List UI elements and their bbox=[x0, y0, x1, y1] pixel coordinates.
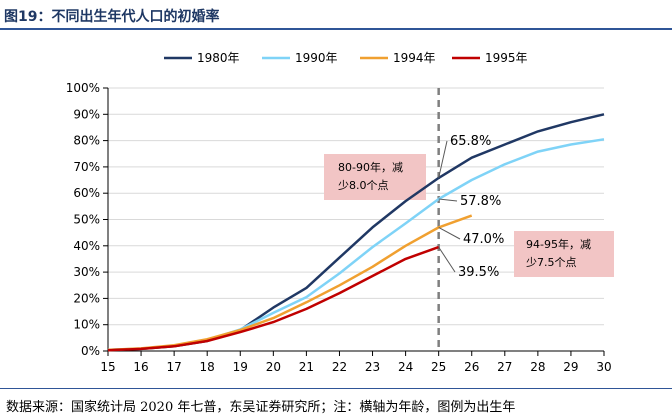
y-tick-label: 40% bbox=[73, 239, 100, 253]
x-tick-label: 18 bbox=[200, 360, 215, 374]
annotation-text: 少8.0个点 bbox=[338, 179, 389, 192]
data-label: 57.8% bbox=[460, 194, 501, 209]
x-tick-label: 29 bbox=[563, 360, 578, 374]
figure-title: 图19：不同出生年代人口的初婚率 bbox=[4, 9, 220, 25]
y-tick-label: 10% bbox=[73, 318, 100, 332]
x-tick-label: 19 bbox=[233, 360, 248, 374]
x-tick-label: 23 bbox=[365, 360, 380, 374]
leader-line bbox=[438, 226, 461, 240]
legend-label: 1990年 bbox=[295, 51, 338, 65]
y-tick-label: 0% bbox=[81, 344, 100, 358]
grid-layer bbox=[108, 87, 604, 326]
data-label: 65.8% bbox=[450, 134, 491, 149]
x-tick-label: 22 bbox=[332, 360, 347, 374]
legend-label: 1995年 bbox=[485, 51, 528, 65]
x-tick-label: 27 bbox=[497, 360, 512, 374]
value-label-layer: 65.8% 57.8% 47.0% 39.5% bbox=[438, 134, 504, 280]
y-tick-label: 80% bbox=[73, 134, 100, 148]
y-tick-label: 60% bbox=[73, 186, 100, 200]
annotation-box bbox=[514, 231, 614, 277]
annotation-layer: 80-90年，减少8.0个点 94-95年，减少7.5个点 bbox=[324, 154, 614, 277]
x-tick-label: 20 bbox=[266, 360, 281, 374]
data-label: 39.5% bbox=[458, 265, 499, 280]
x-tick-label: 21 bbox=[299, 360, 314, 374]
annotation-text: 80-90年，减 bbox=[338, 160, 403, 174]
title-bar: 图19：不同出生年代人口的初婚率 bbox=[0, 0, 672, 30]
x-tick-label: 16 bbox=[133, 360, 148, 374]
legend: 1980年 1990年 1994年 1995年 bbox=[164, 51, 528, 65]
chart: 0% 10% 20% 30% 40% 50% 60% 70% 80% 90% 100% 15 16 17 1… bbox=[66, 51, 614, 374]
x-tick-label: 30 bbox=[596, 360, 611, 374]
x-tick-label: 17 bbox=[166, 360, 181, 374]
leader-line bbox=[438, 246, 456, 273]
series-line bbox=[107, 214, 473, 352]
source-bar: 数据来源：国家统计局 2020 年七普，东吴证券研究所；注：横轴为年龄，图例为出… bbox=[0, 388, 672, 418]
y-tick-label: 20% bbox=[73, 291, 100, 305]
y-tick-label: 50% bbox=[73, 213, 100, 227]
legend-label: 1994年 bbox=[393, 51, 436, 65]
annotation-text: 少7.5个点 bbox=[526, 256, 577, 269]
data-label: 47.0% bbox=[463, 232, 504, 247]
annotation-box bbox=[324, 154, 426, 200]
y-tick-label: 90% bbox=[73, 107, 100, 121]
x-tick-label: 26 bbox=[464, 360, 479, 374]
x-tick-label: 25 bbox=[431, 360, 446, 374]
source-note: 数据来源：国家统计局 2020 年七普，东吴证券研究所；注：横轴为年龄，图例为出… bbox=[6, 400, 516, 415]
x-tick-label: 28 bbox=[530, 360, 545, 374]
x-tick-label: 15 bbox=[100, 360, 115, 374]
leader-line bbox=[438, 198, 458, 202]
series-layer bbox=[107, 113, 605, 352]
y-tick-label: 30% bbox=[73, 265, 100, 279]
x-tick-label: 24 bbox=[398, 360, 413, 374]
y-tick-label: 100% bbox=[66, 81, 100, 95]
leader-line bbox=[438, 140, 448, 179]
y-tick-label: 70% bbox=[73, 160, 100, 174]
legend-label: 1980年 bbox=[197, 51, 240, 65]
series-line bbox=[107, 245, 440, 352]
annotation-text: 94-95年，减 bbox=[526, 237, 591, 251]
axis-layer: 0% 10% 20% 30% 40% 50% 60% 70% 80% 90% 100% 15 16 17 1… bbox=[66, 81, 612, 374]
